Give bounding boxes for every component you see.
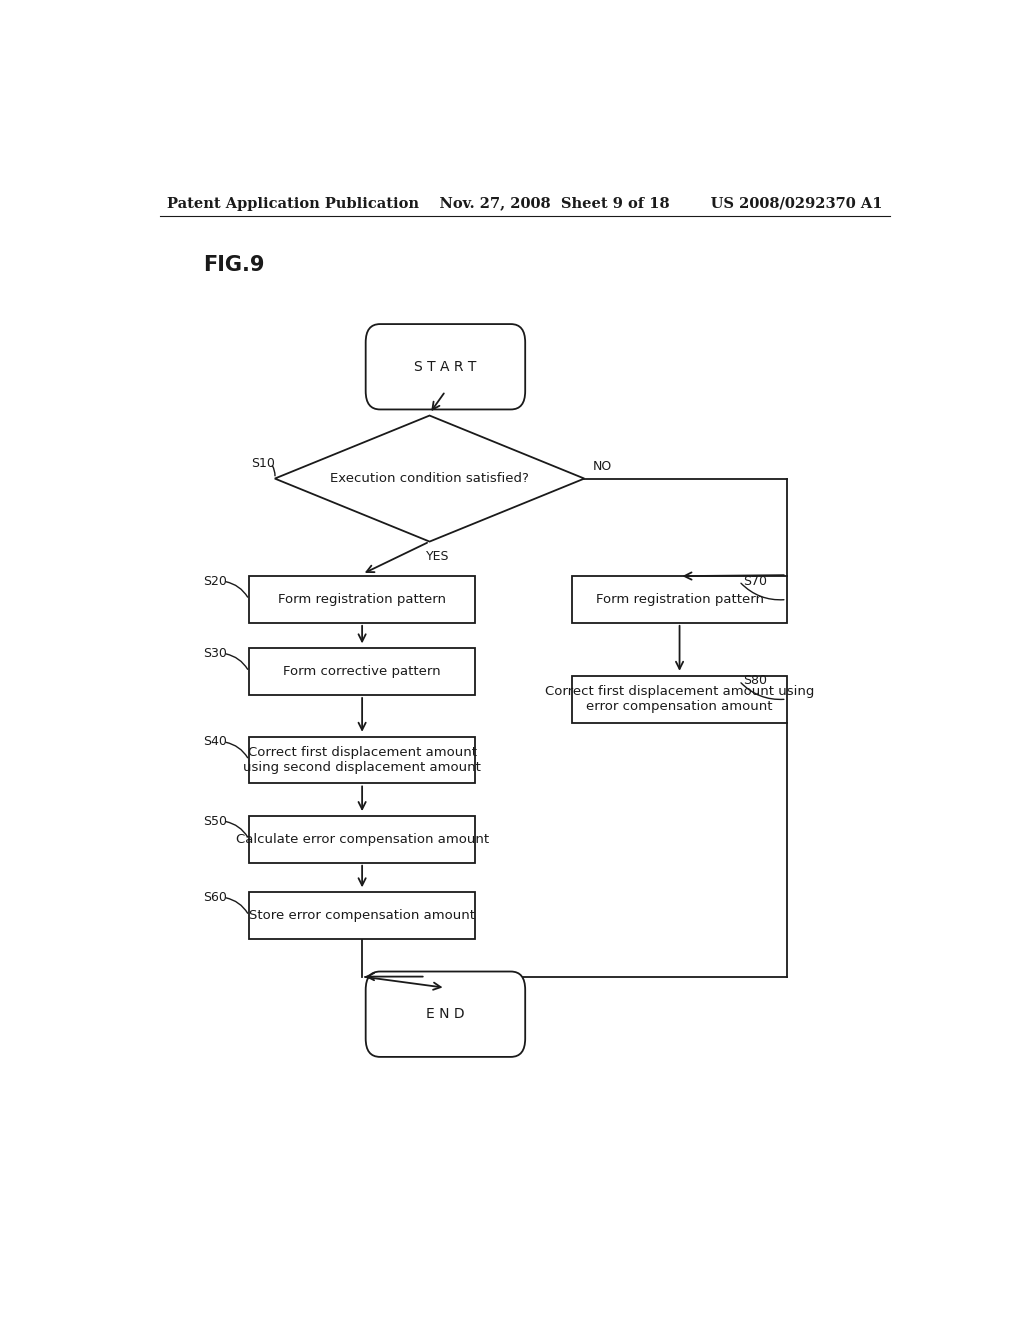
Text: Patent Application Publication    Nov. 27, 2008  Sheet 9 of 18        US 2008/02: Patent Application Publication Nov. 27, … [167, 197, 883, 211]
FancyBboxPatch shape [366, 325, 525, 409]
Polygon shape [274, 416, 585, 541]
Text: FIG.9: FIG.9 [204, 255, 265, 275]
Text: Calculate error compensation amount: Calculate error compensation amount [236, 833, 488, 846]
Text: Correct first displacement amount
using second displacement amount: Correct first displacement amount using … [243, 746, 481, 774]
Text: YES: YES [426, 550, 450, 564]
Text: S80: S80 [743, 675, 767, 688]
Bar [249, 892, 475, 939]
Bar [572, 576, 786, 623]
Text: E N D: E N D [426, 1007, 465, 1022]
Text: S70: S70 [743, 574, 767, 587]
Text: S60: S60 [204, 891, 227, 904]
Text: S10: S10 [251, 457, 274, 470]
Text: Store error compensation amount: Store error compensation amount [249, 909, 475, 923]
Bar [249, 648, 475, 696]
FancyBboxPatch shape [366, 972, 525, 1057]
Text: S30: S30 [204, 647, 227, 660]
Text: Execution condition satisfied?: Execution condition satisfied? [330, 473, 529, 484]
Text: Correct first displacement amount using
error compensation amount: Correct first displacement amount using … [545, 685, 814, 713]
Text: Form registration pattern: Form registration pattern [596, 593, 764, 606]
Bar [249, 816, 475, 863]
Text: Form corrective pattern: Form corrective pattern [284, 665, 441, 678]
Text: S20: S20 [204, 574, 227, 587]
Text: S T A R T: S T A R T [415, 360, 476, 374]
Text: S40: S40 [204, 735, 227, 748]
Text: NO: NO [592, 459, 611, 473]
Text: Form registration pattern: Form registration pattern [279, 593, 446, 606]
Bar [249, 576, 475, 623]
Bar [249, 737, 475, 784]
Text: S50: S50 [204, 814, 227, 828]
Bar [572, 676, 786, 722]
